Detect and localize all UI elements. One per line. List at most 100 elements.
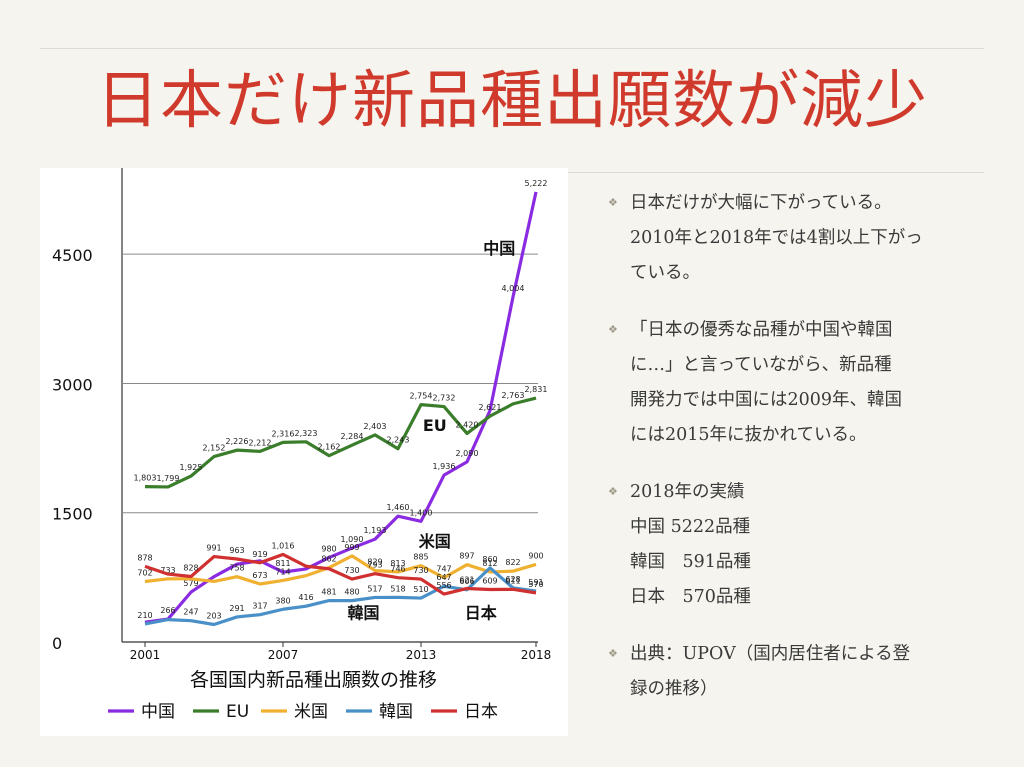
data-label: 2,152: [203, 444, 226, 453]
bullet-line: ている。: [630, 263, 700, 283]
data-label: 878: [137, 553, 152, 562]
data-label: 247: [183, 608, 198, 617]
data-label: 897: [459, 552, 474, 561]
data-label: 702: [137, 569, 152, 578]
bullet-item: ❖ 「日本の優秀な品種が中国や韓国 に…」と言っていながら、新品種 開発力では中国には…: [608, 313, 988, 453]
bullet-diamond-icon: ❖: [608, 196, 618, 209]
data-label: 828: [183, 564, 198, 573]
data-label: 730: [413, 566, 428, 575]
bullet-diamond-icon: ❖: [608, 323, 618, 336]
data-label: 2,226: [226, 437, 249, 446]
series-line-日本: [144, 552, 537, 596]
y-tick-label: 4500: [52, 246, 93, 265]
data-label: 1,193: [364, 526, 387, 535]
data-label: 812: [482, 559, 497, 568]
data-label: 621: [459, 575, 474, 584]
data-label: 2,323: [295, 429, 318, 438]
data-label: 291: [229, 604, 244, 613]
data-label: 2,284: [341, 432, 364, 441]
data-label: 2,162: [318, 443, 341, 452]
x-tick-label: 2001: [130, 648, 161, 662]
bullet-line: 韓国 591品種: [630, 552, 751, 572]
data-label: 1,016: [272, 541, 295, 550]
series-line-米国: [144, 554, 537, 586]
line-chart: 各国国内新品種出願数の推移 0 1500 3000 4500 2001 2007 2013 2…: [40, 168, 568, 736]
data-label: 2,090: [456, 449, 479, 458]
x-tick-label: 2013: [406, 648, 437, 662]
bullet-line: 2018年の実績: [630, 482, 745, 502]
data-label: 1,936: [433, 462, 456, 471]
bullet-line: 開発力では中国には2009年、韓国: [630, 390, 903, 410]
data-label: 746: [390, 565, 405, 574]
data-label: 1,925: [180, 463, 203, 472]
legend-label: 中国: [141, 702, 175, 722]
data-label: 813: [390, 559, 405, 568]
x-tick-label: 2018: [521, 648, 552, 662]
data-label: 829: [367, 558, 382, 567]
data-label: 733: [160, 566, 175, 575]
chart-svg: 各国国内新品種出願数の推移 0 1500 3000 4500 2001 2007 2013 2…: [52, 168, 552, 722]
data-label: 556: [436, 581, 451, 590]
y-tick-label: 3000: [52, 375, 93, 394]
data-label: 518: [390, 584, 405, 593]
data-label: 481: [321, 588, 336, 597]
data-label: 862: [321, 555, 336, 564]
bullet-line: 日本 570品種: [630, 587, 751, 607]
series-line-中国: [144, 191, 538, 624]
data-label: 2,403: [364, 422, 387, 431]
data-label: 811: [275, 559, 290, 568]
y-tick-label: 0: [52, 634, 62, 653]
bullet-item: ❖ 出典：UPOV（国内居住者による登 録の推移）: [608, 637, 988, 707]
legend-label: EU: [226, 702, 249, 722]
bullet-item: ❖ 2018年の実績 中国 5222品種 韓国 591品種 日本 570品種: [608, 475, 988, 615]
data-label: 210: [137, 611, 152, 620]
series-line-韓国: [144, 566, 537, 627]
series-annotation: 韓国: [347, 604, 379, 623]
data-label: 2,316: [272, 429, 295, 438]
data-label: 963: [229, 546, 244, 555]
y-tick-label: 1500: [52, 505, 93, 524]
data-label: 416: [298, 593, 313, 602]
data-label: 714: [275, 567, 290, 576]
bullet-line: 中国 5222品種: [630, 517, 751, 537]
bullet-line: 録の推移）: [630, 679, 718, 699]
bullet-line: には2015年に抜かれている。: [630, 425, 867, 445]
top-divider: [40, 48, 984, 49]
data-label: 317: [252, 602, 267, 611]
data-label: 517: [367, 584, 382, 593]
series-annotation: 日本: [465, 604, 497, 623]
data-label: 579: [183, 579, 198, 588]
bullet-item: ❖ 日本だけが大幅に下がっている。 2010年と2018年では4割以上下がっ ている。: [608, 186, 988, 291]
data-label: 4,004: [502, 284, 525, 293]
data-label: 1,090: [341, 535, 364, 544]
data-label: 2,732: [433, 394, 456, 403]
bullet-line: 「日本の優秀な品種が中国や韓国: [630, 320, 893, 340]
bullet-diamond-icon: ❖: [608, 647, 618, 660]
data-label: 591: [528, 578, 543, 587]
data-label: 609: [482, 577, 497, 586]
data-label: 570: [528, 580, 543, 589]
bullet-diamond-icon: ❖: [608, 485, 618, 498]
bullet-line: に…」と言っていながら、新品種: [630, 355, 892, 375]
data-label: 758: [229, 564, 244, 573]
bullet-line: 日本だけが大幅に下がっている。: [630, 193, 892, 213]
series-annotation: 米国: [419, 532, 451, 551]
data-label: 885: [413, 553, 428, 562]
data-label: 1,803: [134, 474, 157, 483]
data-label: 5,222: [525, 179, 548, 188]
data-label: 2,754: [410, 392, 433, 401]
data-label: 2,621: [479, 403, 502, 412]
chart-title: 各国国内新品種出願数の推移: [190, 669, 437, 691]
data-label: 919: [252, 550, 267, 559]
data-label: 860: [482, 555, 497, 564]
legend-label: 韓国: [379, 702, 413, 722]
data-label: 2,763: [502, 391, 525, 400]
data-label: 730: [344, 566, 359, 575]
data-label: 991: [206, 544, 221, 553]
series-annotation: EU: [423, 416, 447, 435]
data-label: 822: [505, 558, 520, 567]
data-label: 747: [436, 565, 451, 574]
data-label: 647: [436, 573, 451, 582]
bullet-line: 出典：UPOV（国内居住者による登: [630, 644, 911, 664]
bullet-list: ❖ 日本だけが大幅に下がっている。 2010年と2018年では4割以上下がっ ている。…: [608, 186, 988, 729]
